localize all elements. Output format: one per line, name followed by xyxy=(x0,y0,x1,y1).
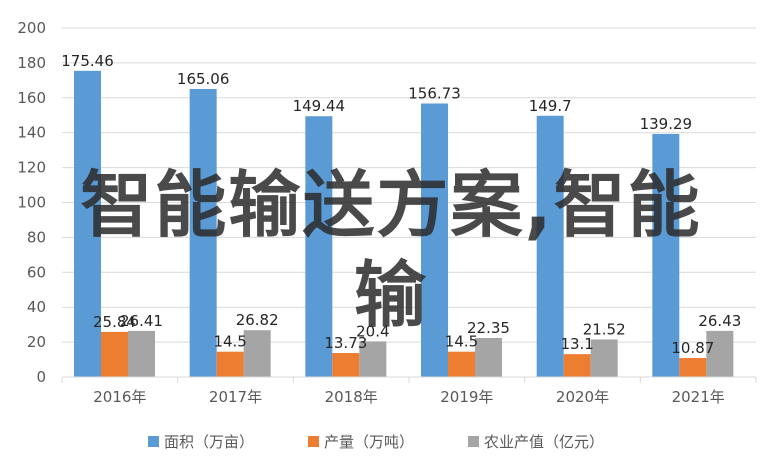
data-label: 26.82 xyxy=(236,311,279,329)
bar xyxy=(101,331,128,377)
y-tick-label: 160 xyxy=(17,89,46,107)
data-label: 10.87 xyxy=(671,339,714,357)
legend-swatch xyxy=(468,436,479,447)
legend-item: 产量（万吨） xyxy=(308,433,414,451)
legend-item: 面积（万亩） xyxy=(148,433,254,451)
data-label: 175.46 xyxy=(61,52,114,70)
data-label: 21.52 xyxy=(583,320,626,338)
y-tick-label: 60 xyxy=(27,263,46,281)
legend-label: 农业产值（亿元） xyxy=(484,433,604,451)
bar xyxy=(679,358,707,377)
bar xyxy=(475,337,502,377)
bar xyxy=(189,88,217,377)
bar xyxy=(359,341,387,377)
legend-swatch xyxy=(148,436,159,447)
bars xyxy=(74,70,734,377)
data-label: 156.73 xyxy=(408,85,461,103)
bar xyxy=(128,330,155,377)
bar xyxy=(706,330,734,377)
x-tick-label: 2016年 xyxy=(93,388,146,406)
y-tick-label: 0 xyxy=(36,368,46,386)
y-axis: 0 20 40 60 80 100 120 140 160 180 200 xyxy=(17,19,46,386)
y-tick-label: 120 xyxy=(17,159,46,177)
data-label: 149.44 xyxy=(293,97,346,115)
y-tick-label: 40 xyxy=(27,298,46,316)
y-tick-label: 140 xyxy=(17,124,46,142)
data-label: 165.06 xyxy=(177,70,230,88)
data-label: 26.41 xyxy=(120,312,163,330)
bar xyxy=(216,351,244,377)
data-label: 13.1 xyxy=(560,335,593,353)
data-label: 26.43 xyxy=(698,312,741,330)
bar xyxy=(536,115,564,377)
data-label: 25.84 xyxy=(93,313,136,331)
x-tick-label: 2021年 xyxy=(672,388,725,406)
data-label: 14.5 xyxy=(445,333,478,351)
legend-label: 产量（万吨） xyxy=(324,433,414,451)
bar xyxy=(590,339,618,377)
y-tick-label: 100 xyxy=(17,194,46,212)
bar xyxy=(332,353,360,377)
bar xyxy=(421,103,448,377)
legend-swatch xyxy=(308,436,319,447)
x-tick-label: 2018年 xyxy=(325,388,378,406)
legend: 面积（万亩） 产量（万吨） 农业产值（亿元） xyxy=(148,433,604,451)
bar xyxy=(563,354,591,377)
gridlines xyxy=(62,27,756,378)
y-tick-label: 200 xyxy=(17,19,46,37)
y-tick-label: 180 xyxy=(17,54,46,72)
bar xyxy=(652,133,680,377)
bar xyxy=(448,351,475,377)
data-label: 13.73 xyxy=(324,334,367,352)
x-axis: 2016年 2017年 2018年 2019年 2020年 2021年 xyxy=(61,376,757,406)
legend-label: 面积（万亩） xyxy=(164,433,254,451)
x-tick-label: 2019年 xyxy=(440,388,493,406)
data-label: 149.7 xyxy=(529,97,572,115)
bar xyxy=(74,70,101,377)
data-label: 14.5 xyxy=(213,333,246,351)
bar xyxy=(305,116,333,377)
x-tick-label: 2020年 xyxy=(556,388,609,406)
y-tick-label: 80 xyxy=(27,228,46,246)
data-labels: 175.46 165.06 149.44 156.73 149.7 139.29 25.84… xyxy=(61,52,741,357)
data-label: 20.4 xyxy=(356,322,389,340)
x-tick-label: 2017年 xyxy=(209,388,262,406)
y-tick-label: 20 xyxy=(27,333,46,351)
legend-item: 农业产值（亿元） xyxy=(468,433,604,451)
data-label: 22.35 xyxy=(467,319,510,337)
bar xyxy=(243,330,271,377)
data-label: 139.29 xyxy=(640,115,693,133)
